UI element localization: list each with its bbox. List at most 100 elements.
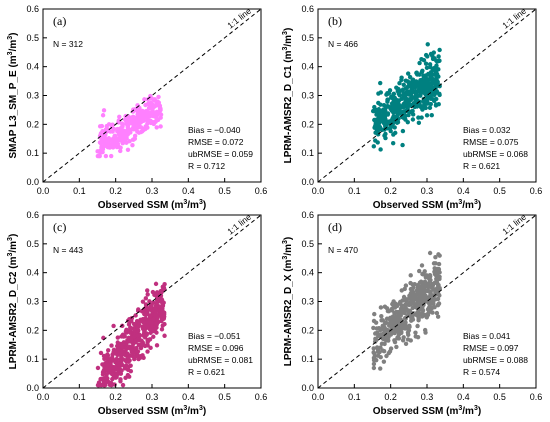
data-point bbox=[152, 292, 157, 298]
data-point bbox=[130, 137, 136, 142]
data-point bbox=[425, 99, 430, 104]
data-point bbox=[405, 71, 411, 76]
y-axis-label: LPRM-AMSR2_D_X (m3/m3) bbox=[282, 237, 294, 367]
data-point bbox=[113, 143, 118, 149]
data-point bbox=[436, 74, 441, 79]
data-point bbox=[149, 303, 154, 308]
data-point bbox=[379, 127, 385, 132]
data-point bbox=[145, 288, 150, 293]
data-point bbox=[391, 91, 397, 97]
data-point bbox=[408, 81, 413, 86]
y-tick-label: 0.6 bbox=[301, 210, 314, 220]
data-point bbox=[132, 133, 138, 139]
panel-letter: (b) bbox=[328, 14, 342, 28]
data-point bbox=[115, 139, 120, 144]
x-tick-label: 0.6 bbox=[255, 392, 268, 402]
y-tick-label: 0.2 bbox=[301, 119, 314, 129]
data-point bbox=[428, 101, 433, 107]
data-point bbox=[407, 74, 413, 80]
data-point bbox=[117, 136, 122, 141]
data-point bbox=[393, 104, 399, 110]
data-point bbox=[410, 108, 415, 114]
data-point bbox=[431, 261, 437, 266]
data-point bbox=[386, 338, 391, 343]
data-point bbox=[414, 79, 419, 84]
y-axis-label: LPRM-AMSR2_D_C1 (m3/m3) bbox=[282, 28, 294, 164]
data-point bbox=[118, 148, 123, 154]
data-point bbox=[394, 309, 399, 315]
stat-line: RMSE = 0.072 bbox=[188, 137, 244, 147]
y-tick-label: 0.0 bbox=[301, 177, 314, 187]
data-point bbox=[131, 127, 136, 132]
data-point bbox=[421, 312, 427, 317]
data-point bbox=[136, 324, 141, 329]
data-point bbox=[100, 145, 105, 150]
data-point bbox=[151, 97, 157, 103]
point-series bbox=[95, 281, 167, 388]
data-point bbox=[403, 283, 409, 288]
data-point bbox=[133, 338, 138, 344]
data-point bbox=[101, 108, 107, 113]
data-point bbox=[134, 115, 139, 120]
data-point bbox=[145, 343, 150, 348]
data-point bbox=[116, 144, 121, 149]
data-point bbox=[147, 313, 153, 319]
data-point bbox=[405, 97, 411, 102]
y-tick-label: 0.1 bbox=[26, 148, 39, 158]
data-point bbox=[134, 318, 140, 324]
data-point bbox=[402, 316, 408, 321]
data-point bbox=[98, 350, 104, 356]
data-point bbox=[416, 295, 421, 301]
data-point bbox=[387, 88, 393, 93]
data-point bbox=[395, 110, 400, 116]
data-point bbox=[141, 320, 146, 325]
data-point bbox=[398, 299, 403, 305]
x-axis-label: Observed SSM (m3/m3) bbox=[98, 199, 206, 211]
data-point bbox=[162, 281, 167, 287]
one-to-one-line bbox=[42, 214, 262, 389]
data-point bbox=[386, 323, 392, 328]
y-tick-label: 0.0 bbox=[26, 383, 39, 393]
data-point bbox=[436, 54, 441, 59]
data-point bbox=[95, 382, 101, 388]
data-point bbox=[106, 139, 111, 144]
x-tick-label: 0.1 bbox=[73, 186, 86, 196]
data-point bbox=[421, 74, 426, 79]
data-point bbox=[374, 125, 379, 130]
data-point bbox=[143, 296, 149, 301]
data-point bbox=[135, 333, 140, 338]
x-tick-label: 0.2 bbox=[384, 392, 397, 402]
data-point bbox=[408, 92, 414, 97]
data-point bbox=[371, 325, 376, 331]
data-point bbox=[376, 100, 381, 106]
x-tick-label: 0.0 bbox=[37, 186, 50, 196]
data-point bbox=[125, 372, 131, 378]
panel-letter: (a) bbox=[53, 14, 66, 28]
y-tick-label: 0.3 bbox=[301, 91, 314, 101]
data-point bbox=[109, 153, 114, 159]
data-point bbox=[125, 351, 130, 356]
data-point bbox=[381, 120, 386, 126]
data-point bbox=[430, 53, 435, 59]
data-point bbox=[400, 109, 406, 114]
data-point bbox=[145, 125, 150, 130]
data-point bbox=[424, 113, 430, 118]
data-point bbox=[421, 80, 427, 86]
stat-line: RMSE = 0.097 bbox=[463, 343, 519, 353]
data-point bbox=[100, 369, 106, 375]
data-point bbox=[118, 377, 123, 382]
data-point bbox=[151, 317, 156, 322]
y-tick-label: 0.1 bbox=[26, 354, 39, 364]
x-tick-label: 0.0 bbox=[312, 186, 325, 196]
data-point bbox=[427, 105, 433, 111]
data-point bbox=[159, 327, 165, 332]
data-point bbox=[131, 119, 136, 125]
y-tick-label: 0.1 bbox=[301, 148, 314, 158]
stat-line: R = 0.621 bbox=[463, 161, 500, 171]
data-point bbox=[396, 336, 402, 341]
y-axis-label: LPRM-AMSR2_D_C2 (m3/m3) bbox=[7, 234, 19, 370]
data-point bbox=[427, 94, 432, 100]
data-point bbox=[153, 281, 159, 287]
x-axis-label: Observed SSM (m3/m3) bbox=[373, 405, 481, 417]
data-point bbox=[106, 136, 112, 141]
